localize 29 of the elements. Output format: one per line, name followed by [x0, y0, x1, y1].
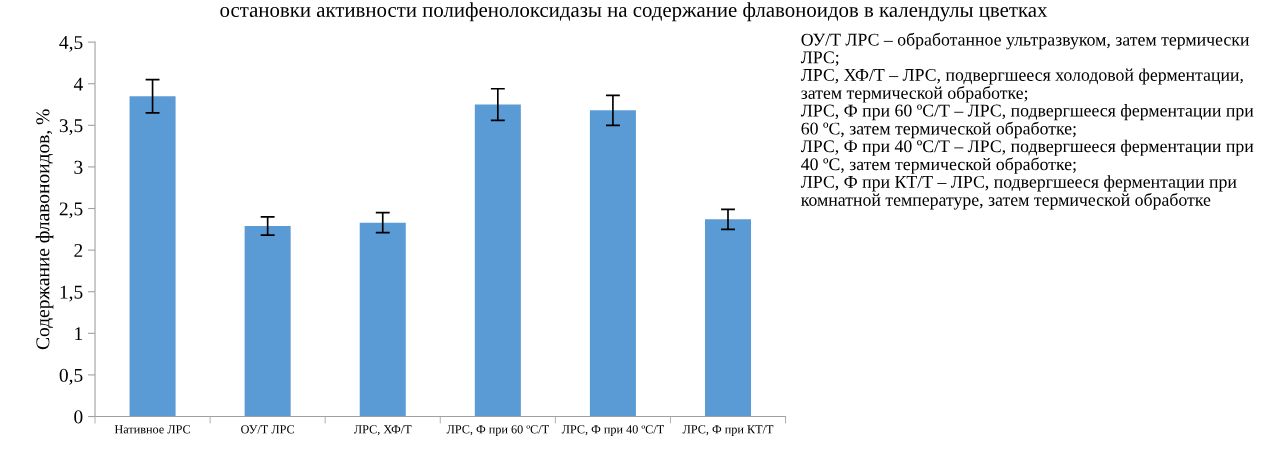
y-tick-label: 2	[74, 243, 83, 257]
bar	[244, 225, 291, 417]
x-tick-label: ОУ/Т ЛРС	[241, 425, 295, 434]
bar	[474, 104, 521, 417]
bar	[589, 110, 636, 417]
bar	[359, 222, 406, 417]
x-tick-label: ЛРС, Ф при 60 ºС/Т	[446, 425, 549, 436]
x-tick-label: ЛРС, Ф при КТ/Т	[682, 425, 774, 436]
y-tick-label: 4	[73, 77, 83, 91]
x-tick-label: ЛРС, Ф при 40 ºС/Т	[561, 425, 664, 436]
chart-title: остановки активности полифенолоксидазы на содержание флавоноидов в календулы цветках	[220, 2, 1048, 22]
x-tick-label: ЛРС, ХФ/Т	[353, 425, 412, 436]
bar	[704, 219, 752, 417]
text: ОУ/Т ЛРС – обработанное ультразвуком, затем термически ЛРС;	[800, 32, 1250, 66]
y-tick-label: 0,5	[59, 368, 83, 385]
text: ЛРС, Ф при КТ/Т – ЛРС, подвергшееся ферментации при комнатной температуре, затем термической обработке	[800, 175, 1237, 210]
text: ЛРС, ХФ/Т – ЛРС, подвергшееся холодовой ферментации, затем термической обработке;	[800, 68, 1243, 103]
y-tick-label: 1	[75, 327, 83, 341]
y-tick-label: 4,5	[59, 36, 83, 52]
y-tick-label: 1,5	[60, 285, 83, 302]
y-tick-label: 2,5	[59, 202, 83, 219]
y-axis-title: Содержание флавоноидов, %	[35, 109, 54, 350]
y-tick-label: 0	[74, 410, 83, 424]
text: ЛРС, Ф при 40 ºС/Т – ЛРС, подвергшееся ферментации при 40 ºС, затем термической обработке;	[800, 139, 1254, 174]
y-tick-label: 3,5	[59, 119, 83, 136]
x-tick-label: Нативное ЛРС	[114, 425, 191, 434]
y-tick-label: 3	[74, 160, 83, 174]
text: ЛРС, Ф при 60 ºС/Т – ЛРС, подвергшееся ферментации при 60 ºС, затем термической обработке;	[800, 104, 1254, 139]
bar	[129, 96, 176, 417]
